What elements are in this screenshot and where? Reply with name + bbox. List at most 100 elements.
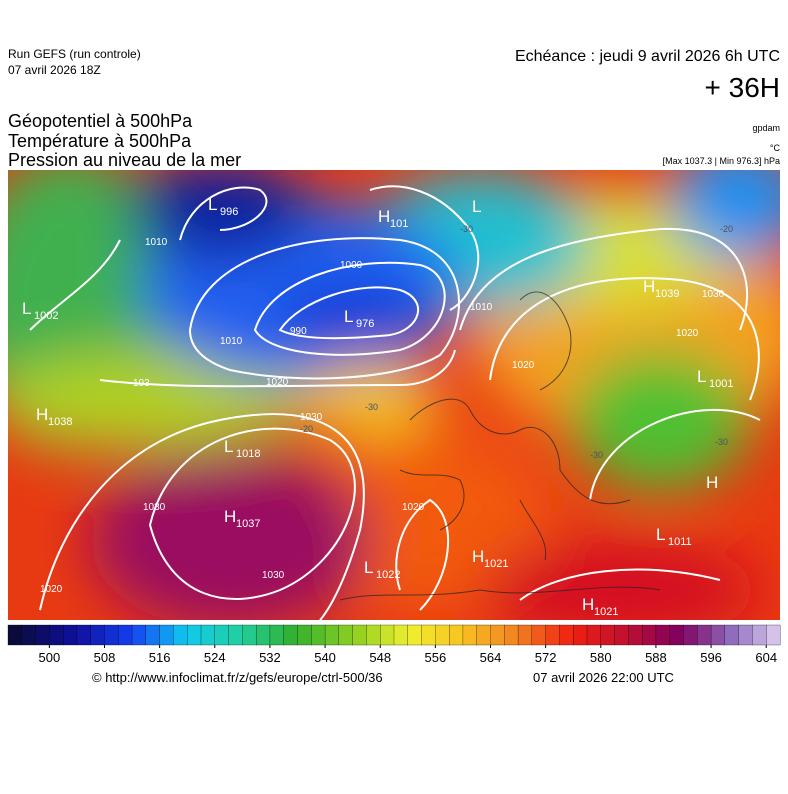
colorbar-swatch [628,624,643,646]
isobar-label: 990 [290,326,307,337]
colorbar-swatch [421,624,436,646]
colorbar-swatch [476,624,491,646]
colorbar-tick-label: 508 [94,650,116,665]
temperature-label: -30 [715,437,728,447]
isobar-label: 1030 [300,412,323,423]
colorbar-swatch [76,624,92,646]
colorbar-swatch [214,624,230,646]
center-letter: L [208,195,217,214]
colorbar-swatch [586,624,602,646]
center-letter: H [472,547,484,566]
colorbar-tick-label: 548 [369,650,391,665]
center-value: 1018 [236,448,260,460]
colorbar-swatch [683,624,698,646]
colorbar-tick-label: 516 [149,650,171,665]
colorbar-tick-label: 524 [204,650,226,665]
coastlines [339,291,661,601]
colorbar-swatch [366,624,381,646]
colorbar-swatch [614,624,629,646]
center-value: 1022 [376,569,400,581]
center-value: 1001 [709,378,733,390]
title: Géopotentiel à 500hPa [8,111,193,131]
center-value: 1038 [48,416,72,428]
colorbar-tick-label: 604 [755,650,777,665]
center-letter: H [706,473,718,492]
colorbar-tick-label: 556 [425,650,447,665]
source: © http://www.infoclimat.fr/z/gefs/europe… [92,670,383,685]
center-letter: H [224,507,236,526]
colorbar-swatch [573,624,588,646]
colorbar-swatch [131,624,147,646]
colorbar-tick-label: 572 [535,650,557,665]
colorbar-swatch [559,624,574,646]
colorbar-tick-label: 540 [314,650,336,665]
colorbar-swatch [173,624,188,646]
center-value: 976 [356,318,374,330]
lead-time: + 36H [705,72,781,103]
unit: °C [770,143,781,153]
temperature-label: -30 [460,224,473,234]
colorbar-swatch [393,624,409,646]
colorbar-swatch [324,624,340,646]
colorbar-swatch [49,624,64,646]
isobar-label: 1010 [145,237,168,248]
temperature-label: -30 [365,402,378,412]
colorbar-swatch [90,624,105,646]
colorbar-swatch [228,624,243,646]
colorbar-swatch [159,624,174,646]
title: Pression au niveau de la mer [8,150,241,170]
isobar-label: 103 [133,378,150,389]
title: Température à 500hPa [8,131,192,151]
center-letter: L [656,525,665,544]
valid-time: Echéance : jeudi 9 avril 2026 6h UTC [515,48,780,65]
colorbar-swatch [242,624,257,646]
colorbar-swatch [462,624,478,646]
colorbar-swatch [338,624,354,646]
center-value: 996 [220,206,238,218]
colorbar-swatch [766,624,781,646]
center-letter: L [364,558,373,577]
run-date: 07 avril 2026 18Z [8,63,101,77]
colorbar-swatch [35,624,50,646]
colorbar-tick-label: 564 [480,650,502,665]
colorbar-swatch [545,624,560,646]
center-value: 1011 [668,536,692,548]
colorbar-swatch [435,624,450,646]
isobar-label: 1020 [676,328,699,339]
colorbar-tick-label: 588 [645,650,667,665]
center-value: 1037 [236,518,260,530]
colorbar-swatch [448,624,464,646]
colorbar-tick-label: 596 [700,650,722,665]
center-letter: H [378,207,390,226]
isobar-label: 1020 [40,584,63,595]
center-letter: L [22,299,31,318]
colorbar-swatch [62,624,78,646]
isobar-label: 1010 [470,302,493,313]
isobar-label: 1020 [402,502,425,513]
center-letter: L [344,307,353,326]
center-value: 1039 [655,288,679,300]
center-letter: L [224,437,233,456]
colorbar-swatch [200,624,216,646]
colorbar-tick-label: 580 [590,650,612,665]
center-letter: H [36,405,48,424]
colorbar-swatch [504,624,519,646]
isobar-label: 1020 [512,360,535,371]
isobar-label: 1030 [143,502,166,513]
colorbar-swatch [669,624,684,646]
colorbar-swatch [517,624,533,646]
colorbar-swatch [255,624,271,646]
colorbar-swatch [311,624,326,646]
center-value: 1021 [484,558,508,570]
colorbar-swatch [531,624,547,646]
isobar-label: 1030 [702,289,725,300]
unit: [Max 1037.3 | Min 976.3] hPa [663,156,780,166]
colorbar-swatch [710,624,726,646]
colorbar-swatch [145,624,161,646]
center-value: 1021 [594,606,618,618]
center-letter: L [472,197,481,216]
unit: gpdam [752,123,780,133]
colorbar-swatch [407,624,423,646]
colorbar-swatch [269,624,285,646]
